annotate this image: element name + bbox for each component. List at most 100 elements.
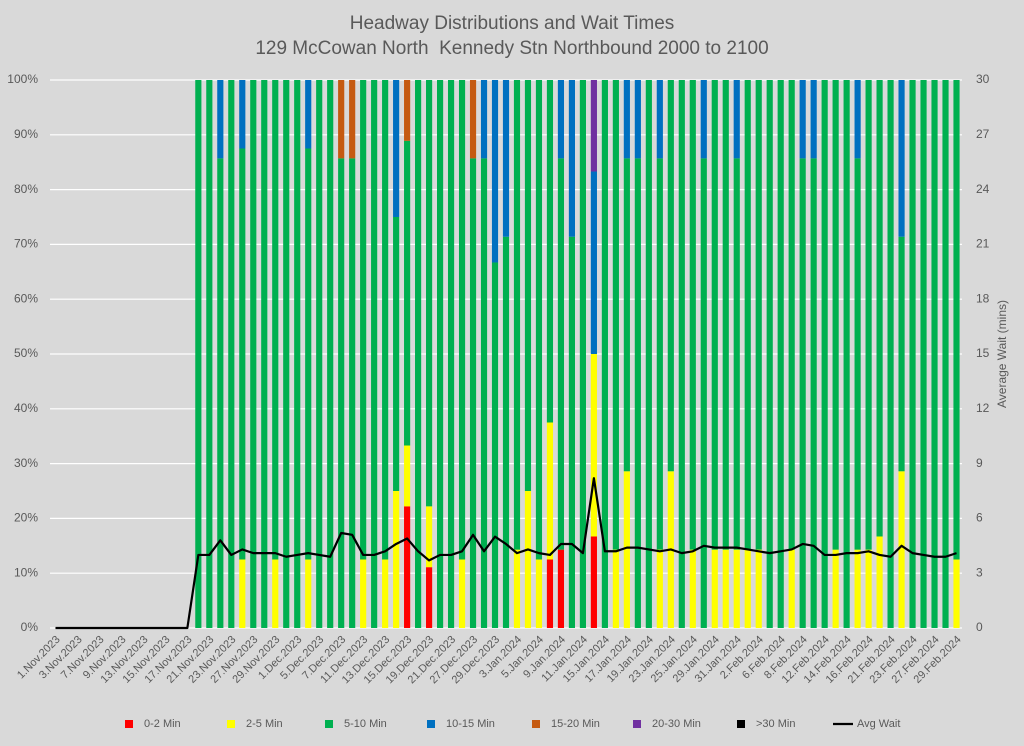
bar-segment	[239, 80, 246, 149]
bar-segment	[854, 549, 861, 628]
bar-segment	[393, 80, 400, 217]
bar-segment	[810, 80, 817, 159]
bar-segment	[228, 80, 235, 628]
bar-segment	[623, 158, 630, 472]
bar-segment	[590, 171, 597, 354]
bar-segment	[634, 158, 641, 628]
bar-segment	[590, 80, 597, 172]
bar-segment	[953, 80, 960, 560]
bar-segment	[590, 354, 597, 537]
bar-segment	[656, 80, 663, 159]
legend-label: 2-5 Min	[246, 718, 283, 730]
bar-segment	[755, 549, 762, 628]
bar-segment	[480, 80, 488, 159]
bar-segment	[898, 80, 905, 237]
bar-segment	[239, 559, 246, 628]
y2-tick-label: 30	[976, 72, 990, 86]
bar-segment	[426, 567, 433, 628]
bar-segment	[733, 549, 740, 628]
bar-segment	[568, 236, 576, 628]
bar-segment	[711, 549, 718, 628]
bar-segment	[865, 549, 872, 628]
y-tick-label: 60%	[14, 291, 38, 305]
bar-segment	[305, 148, 312, 560]
legend-label: 10-15 Min	[446, 718, 495, 730]
bar-segment	[513, 80, 521, 550]
bar-segment	[502, 80, 510, 237]
bar-segment	[788, 549, 795, 628]
bar-segment	[195, 80, 202, 628]
bar-segment	[909, 80, 916, 628]
bar-segment	[931, 80, 938, 628]
bar-segment	[645, 80, 652, 628]
bar-segment	[689, 80, 696, 550]
legend-swatch	[125, 720, 133, 728]
bar-segment	[272, 559, 279, 628]
y2-tick-label: 24	[976, 182, 990, 196]
bar-segment	[349, 158, 356, 628]
bar-segment	[612, 80, 619, 550]
bar-segment	[447, 80, 455, 628]
bar-segment	[810, 158, 817, 628]
bar-segment	[689, 549, 696, 628]
bar-segment	[854, 158, 861, 550]
y-tick-label: 90%	[14, 127, 38, 141]
bar-segment	[788, 80, 795, 550]
avg-wait-line	[55, 477, 957, 630]
bar-segment	[623, 80, 630, 159]
bar-segment	[942, 80, 949, 628]
bar-segment	[634, 80, 641, 159]
bar-segment	[832, 549, 839, 628]
bar-segment	[535, 559, 543, 628]
bar-segment	[294, 80, 301, 628]
bar-segment	[426, 80, 433, 507]
legend-label: 5-10 Min	[344, 718, 387, 730]
bar-segment	[656, 158, 663, 550]
bar-segment	[217, 80, 224, 159]
bar-segment	[623, 471, 630, 628]
bar-segment	[832, 80, 839, 550]
legend-label: 15-20 Min	[551, 718, 600, 730]
bar-segment	[491, 262, 499, 628]
bar-segment	[382, 80, 389, 560]
y2-axis-label: Average Wait (mins)	[995, 300, 1009, 408]
y2-tick-label: 27	[976, 127, 990, 141]
chart-subtitle: 129 McCowan North Kennedy Stn Northbound…	[255, 38, 768, 59]
bar-segment	[524, 491, 532, 628]
legend-swatch	[633, 720, 641, 728]
bar-segment	[843, 80, 850, 628]
y-tick-label: 70%	[14, 237, 38, 251]
bar-segment	[404, 445, 411, 507]
bar-segment	[667, 80, 674, 472]
bar-segment	[887, 80, 894, 628]
bar-segment	[744, 549, 751, 628]
y-tick-label: 30%	[14, 456, 38, 470]
bar-segment	[436, 80, 444, 628]
bar-segment	[876, 536, 883, 628]
bar-segment	[656, 549, 663, 628]
bar-segment	[579, 80, 586, 628]
y2-tick-label: 0	[976, 620, 983, 634]
bar-segment	[283, 80, 290, 628]
bar-segment	[480, 158, 488, 628]
bar-segment	[404, 140, 411, 446]
bar-segment	[261, 80, 268, 628]
bar-segment	[426, 506, 433, 568]
y-tick-label: 40%	[14, 401, 38, 415]
bar-segment	[799, 80, 806, 159]
legend-swatch	[427, 720, 435, 728]
bar-segment	[371, 80, 378, 628]
bar-segment	[777, 80, 784, 628]
bar-segment	[898, 471, 905, 628]
bar-segment	[382, 559, 389, 628]
bar-segment	[404, 506, 411, 628]
bar-segment	[876, 80, 883, 537]
bar-segment	[305, 80, 312, 149]
bar-segment	[711, 80, 718, 550]
bar-segment	[239, 148, 246, 560]
y-tick-label: 50%	[14, 346, 38, 360]
y2-tick-label: 15	[976, 346, 990, 360]
y-tick-label: 100%	[7, 72, 38, 86]
chart-title: Headway Distributions and Wait Times	[350, 13, 675, 34]
